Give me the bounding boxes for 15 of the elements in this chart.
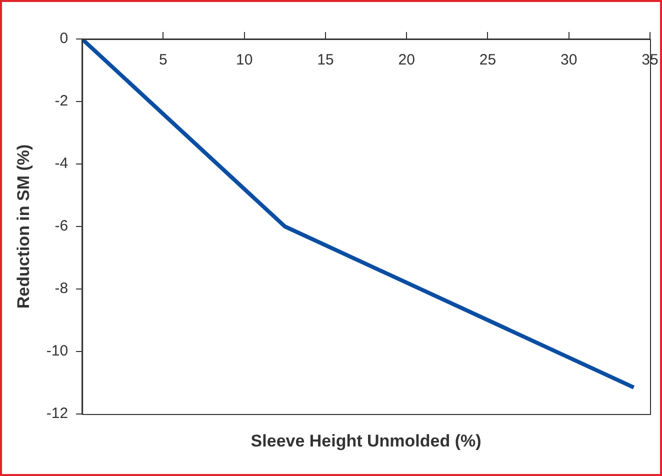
y-axis-title: Reduction in SM (%) [14,144,33,309]
x-tick-label: 5 [159,52,168,69]
y-tick-label: -6 [54,218,68,235]
x-tick-label: 20 [398,52,415,69]
y-tick-label: -8 [54,280,68,298]
x-tick-label: 25 [479,52,496,69]
x-tick-label: 10 [236,52,253,69]
y-tick-label: 0 [60,30,68,48]
x-axis-title: Sleeve Height Unmolded (%) [250,432,482,451]
x-tick-label: 15 [317,52,334,69]
y-tick-label: -4 [54,155,68,172]
y-tick-label: -10 [46,342,68,360]
y-tick-label: -2 [54,92,68,110]
y-tick-label: -12 [46,405,68,422]
x-tick-label: 30 [560,52,578,69]
